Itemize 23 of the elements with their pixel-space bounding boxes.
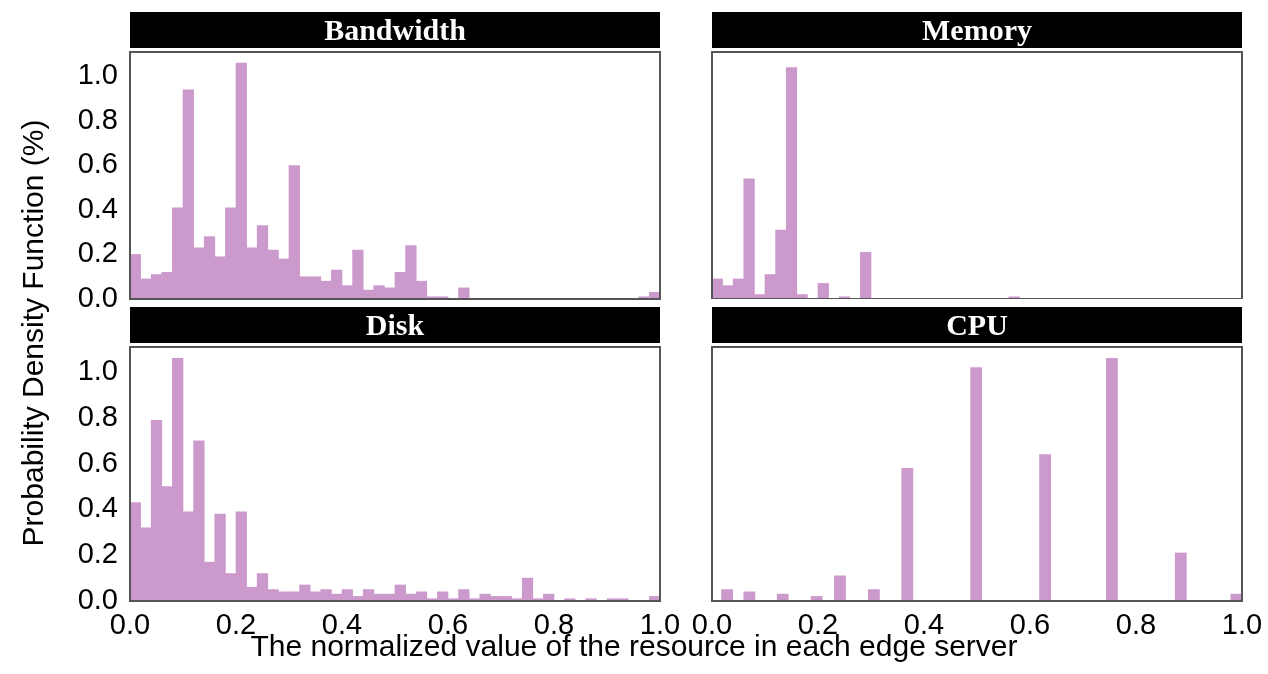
y-tick-label: 0.0 [77, 281, 118, 313]
x-tick-label: 0.4 [903, 608, 945, 641]
x-tick-label: 1.0 [1221, 608, 1263, 641]
y-tick-label: 0.8 [77, 102, 118, 135]
y-tick-label: 1.0 [77, 354, 118, 387]
y-tick-label: 1.0 [77, 58, 118, 91]
y-tick-label: 0.6 [77, 445, 118, 478]
y-tick-label: 0.4 [77, 191, 118, 224]
y-tick-label: 0.4 [77, 491, 118, 524]
chart-title: Bandwidth [130, 12, 660, 48]
x-tick-label: 1.0 [639, 608, 681, 641]
y-tick-label: 0.2 [77, 236, 118, 269]
chart-title: CPU [712, 307, 1242, 343]
x-tick-label: 0.6 [1009, 608, 1051, 641]
x-tick-label: 0.4 [321, 608, 363, 641]
y-tick-label: 0.8 [77, 399, 118, 432]
y-axis-title: Probability Density Function (%) [16, 119, 50, 547]
x-tick-label: 0.0 [691, 608, 733, 641]
y-tick-label: 0.2 [77, 537, 118, 570]
chart-title: Memory [712, 12, 1242, 48]
chart-title: Disk [130, 307, 660, 343]
x-tick-label: 0.8 [1115, 608, 1157, 641]
y-tick-label: 0.6 [77, 147, 118, 180]
